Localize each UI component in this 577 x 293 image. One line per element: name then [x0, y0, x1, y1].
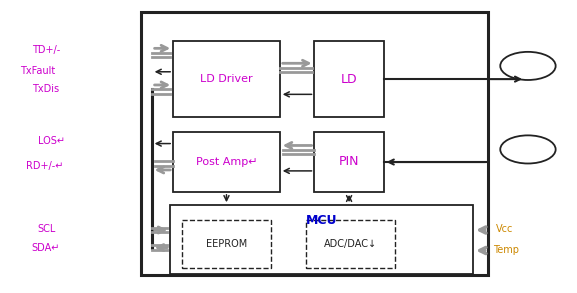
Text: LOS↵: LOS↵: [38, 136, 65, 146]
Bar: [173, 41, 280, 117]
Bar: [170, 205, 473, 274]
Text: PIN: PIN: [339, 155, 359, 168]
Bar: [314, 41, 384, 117]
Text: Post Amp↵: Post Amp↵: [196, 157, 257, 167]
Bar: [141, 12, 488, 275]
Text: SDA↵: SDA↵: [32, 243, 60, 253]
Text: LD: LD: [341, 73, 357, 86]
Text: Vcc: Vcc: [496, 224, 514, 234]
Text: SCL: SCL: [38, 224, 56, 234]
Text: TxDis: TxDis: [32, 84, 59, 94]
Bar: [182, 220, 271, 268]
Bar: [306, 220, 395, 268]
Text: ADC/DAC↓: ADC/DAC↓: [324, 239, 377, 249]
Text: RD+/-↵: RD+/-↵: [26, 161, 63, 171]
Text: MCU: MCU: [306, 214, 338, 227]
Text: EEPROM: EEPROM: [206, 239, 247, 249]
Bar: [173, 132, 280, 192]
Text: Temp: Temp: [493, 245, 519, 255]
Bar: [314, 132, 384, 192]
Text: LD Driver: LD Driver: [200, 74, 253, 84]
Text: TxFault: TxFault: [20, 66, 55, 76]
Text: TD+/-: TD+/-: [32, 45, 60, 55]
